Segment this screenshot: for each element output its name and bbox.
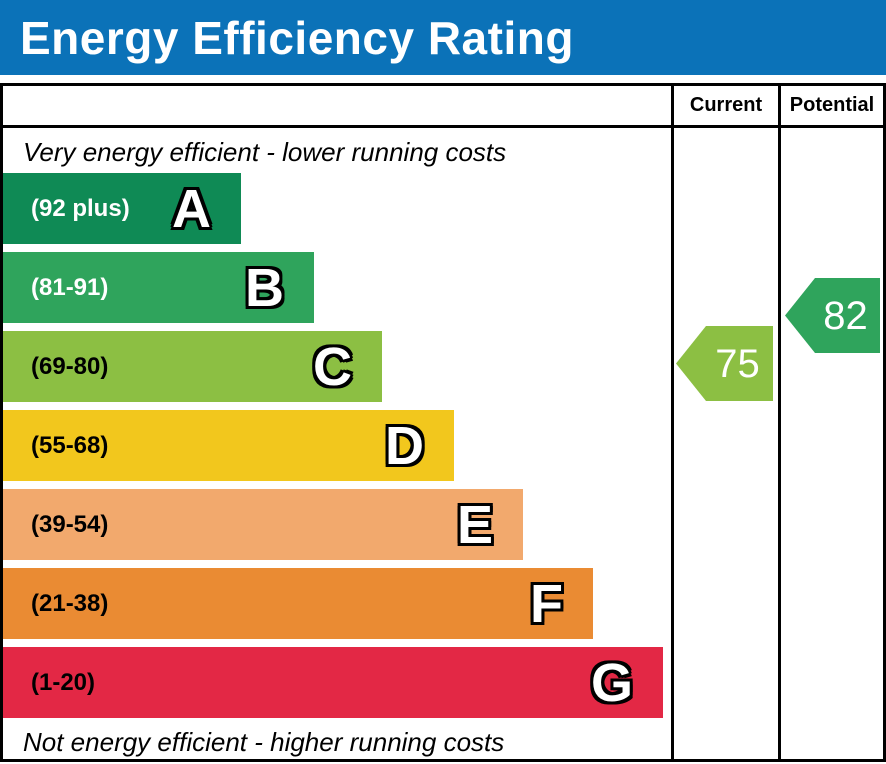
band-a-range-label: (92 plus) [31, 194, 130, 222]
band-b: (81-91) B [3, 252, 314, 323]
title-bar: Energy Efficiency Rating [0, 0, 886, 75]
band-b-range-label: (81-91) [31, 273, 109, 301]
band-d: (55-68) D [3, 410, 454, 481]
potential-header-label: Potential [789, 94, 875, 116]
band-b-letter: B [245, 257, 284, 318]
column-header-potential: Potential [778, 86, 883, 128]
potential-rating-value: 82 [823, 293, 868, 338]
table-grid: Current Potential Very energy efficient … [3, 86, 883, 759]
band-c: (69-80) C [3, 331, 382, 402]
epc-rating-table: Current Potential Very energy efficient … [0, 83, 886, 762]
page-title: Energy Efficiency Rating [20, 11, 574, 64]
band-g: (1-20) G [3, 647, 663, 718]
bands-area: Very energy efficient - lower running co… [3, 128, 671, 759]
band-a: (92 plus) A [3, 173, 241, 244]
band-f-letter: F [530, 573, 563, 634]
header-spacer [3, 86, 671, 128]
rating-bands: (92 plus) A (81-91) B (69-80) C (55-68) … [3, 173, 671, 718]
band-c-range-label: (69-80) [31, 352, 109, 380]
top-note: Very energy efficient - lower running co… [23, 137, 507, 167]
band-d-range-label: (55-68) [31, 431, 109, 459]
band-e-letter: E [456, 494, 493, 555]
current-column [671, 128, 778, 759]
bottom-note: Not energy efficient - higher running co… [23, 727, 505, 757]
band-f-range-label: (21-38) [31, 589, 109, 617]
band-g-letter: G [590, 652, 633, 713]
band-d-letter: D [385, 415, 424, 476]
column-header-current: Current [671, 86, 778, 128]
current-rating-value: 75 [715, 341, 760, 386]
band-e-range-label: (39-54) [31, 510, 109, 538]
current-header-label: Current [689, 94, 763, 116]
potential-column [778, 128, 883, 759]
band-a-letter: A [172, 178, 211, 239]
band-f: (21-38) F [3, 568, 593, 639]
band-e: (39-54) E [3, 489, 523, 560]
band-g-range-label: (1-20) [31, 668, 96, 696]
band-c-letter: C [313, 336, 352, 397]
